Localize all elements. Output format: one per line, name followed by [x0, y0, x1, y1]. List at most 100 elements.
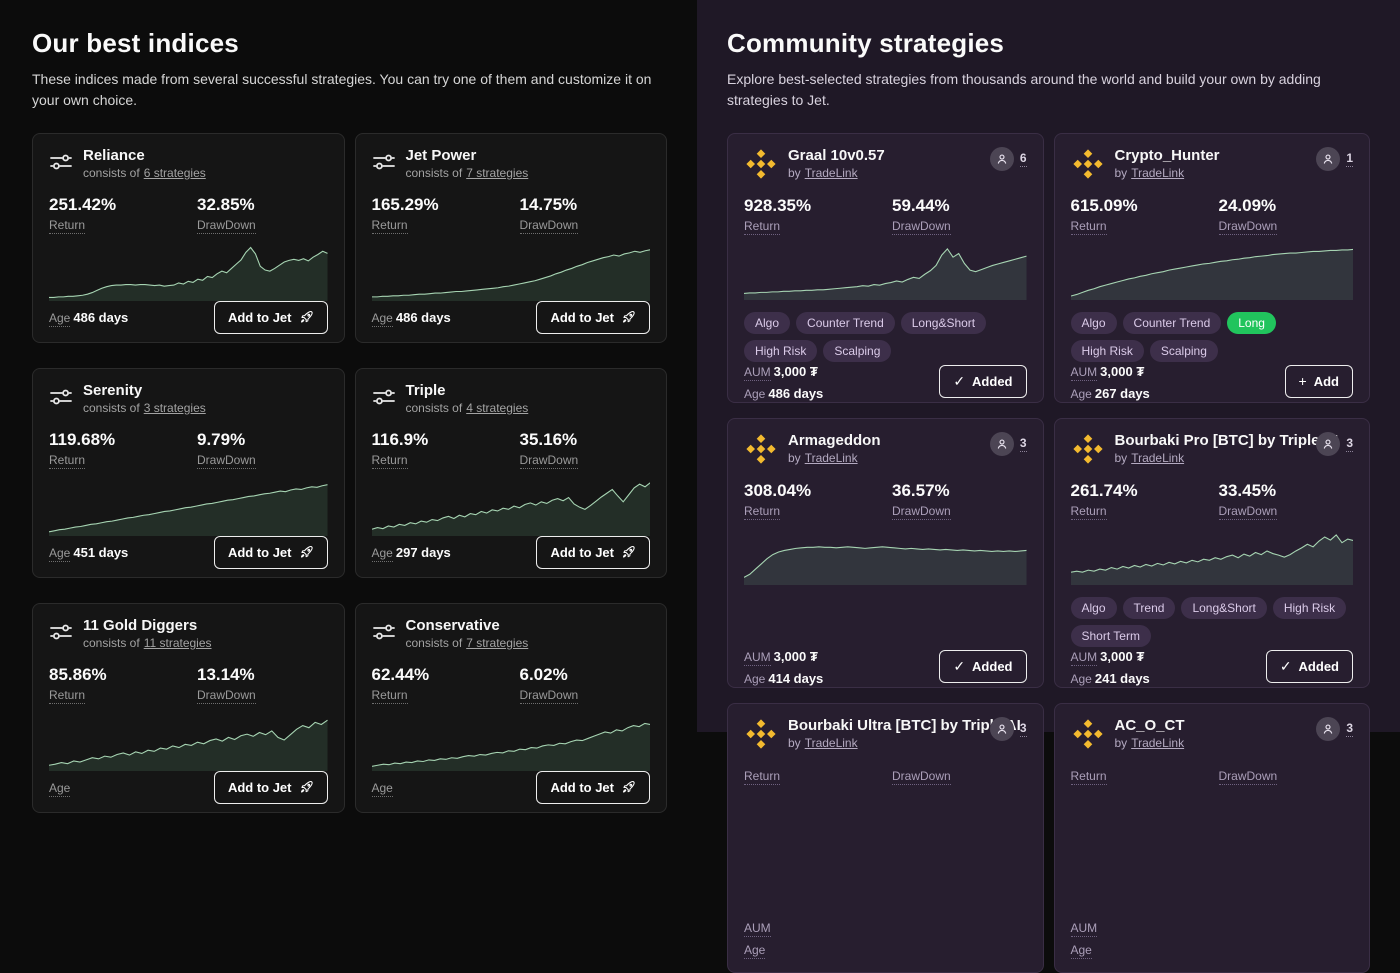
strategy-tag: Counter Trend: [1122, 312, 1222, 334]
action-icon: ✓: [953, 373, 966, 389]
aum-value: 3,000 ₮: [773, 364, 818, 379]
age: Age 486 days: [49, 308, 128, 327]
action-icon: ✓: [1279, 658, 1292, 674]
add-to-jet-button[interactable]: Add to Jet: [213, 301, 328, 334]
by-label: by: [1114, 736, 1128, 750]
age-value: 486 days: [395, 310, 451, 325]
age-value: 486 days: [768, 386, 824, 401]
strategy-stats: 261.74% Return 33.45% DrawDown: [1070, 481, 1354, 520]
index-name: Reliance: [83, 147, 145, 164]
add-to-jet-button[interactable]: Add to Jet: [536, 301, 650, 334]
copiers-count[interactable]: 6: [1019, 151, 1027, 167]
copiers-count[interactable]: 3: [1346, 436, 1353, 452]
aum: AUM 3,000 ₮: [744, 647, 823, 666]
age-label: Age: [1070, 672, 1092, 686]
add-to-jet-button[interactable]: Add to Jet: [536, 771, 650, 804]
strategy-name: Bourbaki Pro [BTC] by Triple AI: [1114, 432, 1339, 449]
drawdown-value: 24.09%: [1218, 196, 1277, 215]
by-label: by: [788, 451, 801, 465]
drawdown-value: 6.02%: [519, 665, 568, 684]
strategy-stats: 615.09% Return 24.09% DrawDown: [1070, 196, 1354, 235]
return-label: Return: [49, 688, 86, 704]
add-to-jet-button[interactable]: Add to Jet: [213, 771, 328, 804]
add-to-jet-button[interactable]: Add to Jet: [536, 536, 650, 569]
copiers-count[interactable]: 3: [1019, 721, 1027, 737]
performance-chart: [744, 529, 1027, 585]
strategies-count-link[interactable]: 7 strategies: [466, 166, 529, 180]
best-indices-section: Our best indices These indices made from…: [0, 0, 697, 813]
performance-chart: [1070, 244, 1353, 300]
author-link[interactable]: TradeLink: [804, 451, 858, 465]
author-link[interactable]: TradeLink: [1131, 736, 1185, 750]
strategy-action-button[interactable]: + Add: [1284, 364, 1353, 398]
age-value: 486 days: [73, 310, 129, 325]
strategy-tags: Algo Trend Long&Short High Risk Short Term: [1070, 597, 1354, 647]
strategy-tag: Scalping: [823, 340, 892, 362]
strategy-tag: Long: [1227, 312, 1276, 334]
age-value: 297 days: [395, 545, 451, 560]
index-card: Triple consists of 4 strategies 116.9% R…: [354, 368, 667, 578]
author-link[interactable]: TradeLink: [1131, 451, 1185, 465]
index-name: Serenity: [83, 382, 143, 399]
strategy-tag: Short Term: [1070, 625, 1151, 647]
copiers: 3: [1316, 717, 1353, 741]
strategy-action-button[interactable]: ✓ Added: [1265, 649, 1353, 683]
index-stats: 165.29% Return 14.75% DrawDown: [371, 195, 651, 234]
strategy-name: Graal 10v0.57: [788, 147, 885, 164]
aum-label: AUM: [1070, 365, 1098, 381]
by-label: by: [788, 736, 801, 750]
strategy-action-button[interactable]: ✓ Added: [939, 649, 1027, 683]
sliders-icon: [49, 387, 73, 407]
strategy-tag: Long&Short: [900, 312, 987, 334]
strategy-card: Bourbaki Ultra [BTC] by Triple AI by Tra…: [727, 703, 1044, 973]
aum: AUM 3,000 ₮: [744, 362, 823, 381]
strategy-name: AC_O_CT: [1114, 717, 1185, 734]
strategies-count-link[interactable]: 4 strategies: [466, 401, 529, 415]
copiers: 1: [1316, 147, 1353, 171]
strategies-count-link[interactable]: 3 strategies: [143, 401, 206, 415]
aum-value: 3,000 ₮: [1100, 364, 1145, 379]
aum: AUM 3,000 ₮: [1070, 647, 1150, 666]
copiers-count[interactable]: 3: [1346, 721, 1353, 737]
index-consists: consists of 11 strategies: [83, 636, 212, 650]
index-stats: 251.42% Return 32.85% DrawDown: [49, 195, 328, 234]
age: Age: [744, 940, 774, 959]
strategies-count-link[interactable]: 7 strategies: [466, 636, 529, 650]
rocket-icon: [621, 310, 636, 325]
return-label: Return: [371, 688, 408, 704]
strategy-card: Crypto_Hunter by TradeLink 1 615.09%: [1053, 133, 1370, 403]
strategy-name: Bourbaki Ultra [BTC] by Triple AI: [788, 717, 1021, 734]
sliders-icon: [49, 622, 73, 642]
age: Age 451 days: [49, 543, 128, 562]
copiers-count[interactable]: 3: [1019, 436, 1027, 452]
index-consists: consists of 7 strategies: [406, 166, 529, 180]
add-to-jet-button[interactable]: Add to Jet: [213, 536, 328, 569]
drawdown-value: 35.16%: [519, 430, 578, 449]
person-icon: [989, 432, 1014, 456]
community-strategies-subtitle: Explore best-selected strategies from th…: [727, 71, 1321, 108]
drawdown-value: 36.57%: [892, 481, 950, 500]
aum-label: AUM: [1070, 921, 1098, 937]
sliders-icon: [372, 622, 396, 642]
strategy-tag: Long&Short: [1181, 597, 1267, 619]
strategy-card: Armageddon by TradeLink 3 308.04%: [727, 418, 1044, 688]
copiers-count[interactable]: 1: [1346, 151, 1353, 167]
aum-age: AUM 3,000 ₮ Age 241 days: [1070, 644, 1150, 687]
strategies-count-link[interactable]: 6 strategies: [143, 166, 206, 180]
author-link[interactable]: TradeLink: [804, 736, 858, 750]
performance-chart: [371, 243, 650, 301]
rocket-icon: [299, 545, 314, 560]
author-link[interactable]: TradeLink: [1131, 166, 1185, 180]
performance-chart: [371, 478, 650, 536]
return-value: 928.35%: [744, 196, 812, 215]
strategies-count-link[interactable]: 11 strategies: [143, 636, 212, 650]
drawdown-label: DrawDown: [892, 219, 951, 235]
return-value: 85.86%: [49, 665, 107, 684]
strategy-tags: Algo Counter Trend Long High Risk Scalping: [1070, 312, 1354, 362]
strategy-stats: Return DrawDown: [744, 766, 1027, 785]
author-link[interactable]: TradeLink: [804, 166, 858, 180]
strategy-action-button[interactable]: ✓ Added: [939, 364, 1027, 398]
return-value: 308.04%: [744, 481, 812, 500]
action-label: Added: [1298, 658, 1339, 674]
aum-age: AUM 3,000 ₮ Age 414 days: [744, 644, 823, 687]
